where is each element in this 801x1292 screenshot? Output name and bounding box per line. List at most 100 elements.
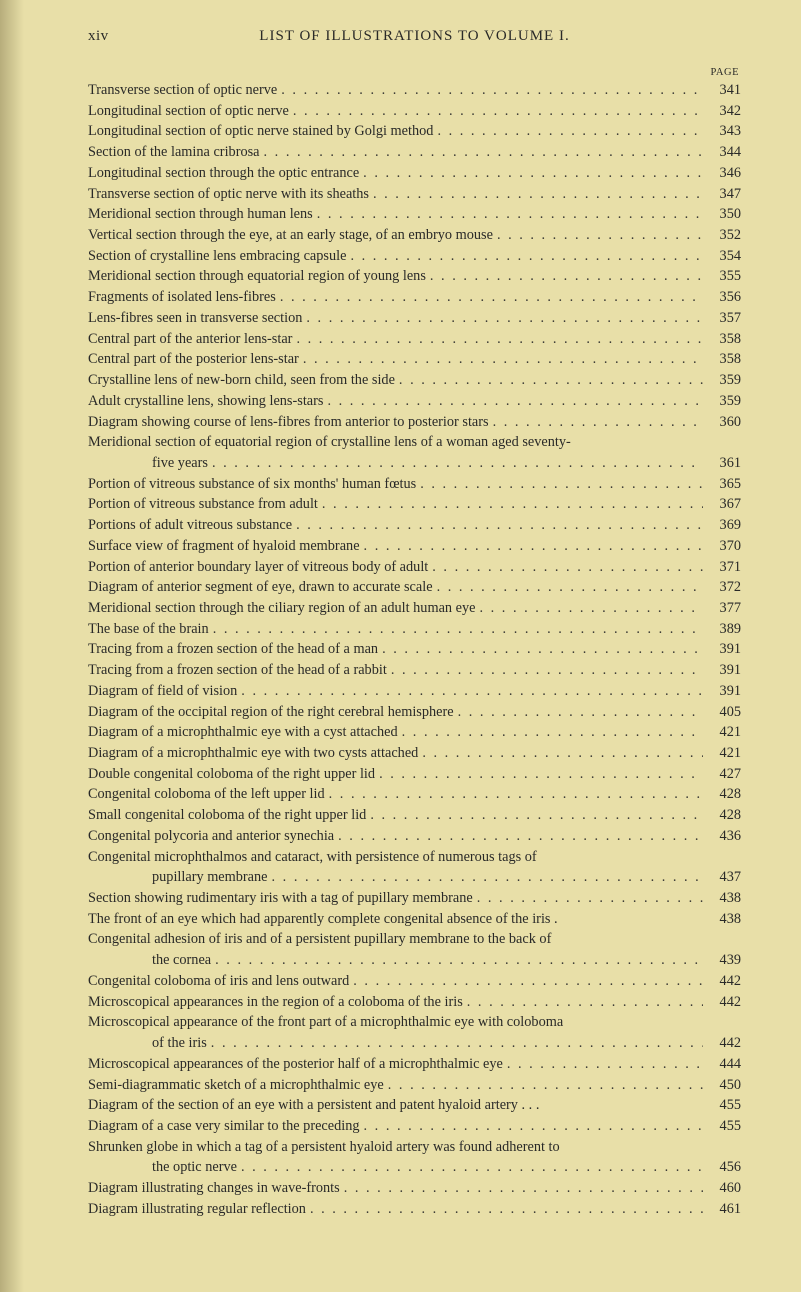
entry-page-number: 438 (707, 909, 741, 930)
toc-entry: Microscopical appearances in the region … (88, 992, 741, 1013)
entry-text: The front of an eye which had apparently… (88, 909, 558, 930)
entry-text: Portion of vitreous substance from adult (88, 494, 318, 515)
toc-entry: Adult crystalline lens, showing lens-sta… (88, 391, 741, 412)
toc-entry: Central part of the anterior lens-star 35… (88, 329, 741, 350)
entry-page-number: 450 (707, 1075, 741, 1096)
toc-entry: Diagram showing course of lens-fibres fr… (88, 412, 741, 433)
entry-text: five years (88, 453, 208, 474)
entry-page-number: 358 (707, 329, 741, 350)
entry-page-number: 344 (707, 142, 741, 163)
entry-text: Portion of anterior boundary layer of vi… (88, 557, 428, 578)
entry-page-number: 355 (707, 266, 741, 287)
toc-entry: Congenital polycoria and anterior synech… (88, 826, 741, 847)
entry-text: pupillary membrane (88, 867, 268, 888)
entry-text: Double congenital coloboma of the right … (88, 764, 375, 785)
dot-leader (213, 619, 703, 640)
dot-leader (402, 722, 703, 743)
entry-page-number: 437 (707, 867, 741, 888)
dot-leader (467, 992, 703, 1013)
entry-text: Meridional section through human lens (88, 204, 313, 225)
entry-text: Portions of adult vitreous substance (88, 515, 292, 536)
dot-leader (373, 184, 703, 205)
entry-page-number: 442 (707, 971, 741, 992)
dot-leader (215, 950, 703, 971)
entry-page-number: 367 (707, 494, 741, 515)
dot-leader (280, 287, 703, 308)
dot-leader (353, 971, 703, 992)
dot-leader (293, 101, 703, 122)
dot-leader (432, 557, 703, 578)
entry-page-number: 421 (707, 743, 741, 764)
entry-page-number: 357 (707, 308, 741, 329)
entry-page-number: 359 (707, 391, 741, 412)
entry-text: Diagram of the section of an eye with a … (88, 1095, 539, 1116)
dot-leader (364, 1116, 703, 1137)
page-container: xiv LIST OF ILLUSTRATIONS TO VOLUME I. P… (0, 0, 801, 1260)
entry-text: Diagram of a microphthalmic eye with a c… (88, 722, 398, 743)
dot-leader (391, 660, 703, 681)
dot-leader (422, 743, 703, 764)
entry-page-number: 389 (707, 619, 741, 640)
entry-text: Diagram of a microphthalmic eye with two… (88, 743, 418, 764)
entry-text: Congenital polycoria and anterior synech… (88, 826, 334, 847)
dot-leader (430, 266, 703, 287)
dot-leader (399, 370, 703, 391)
entry-text: Tracing from a frozen section of the hea… (88, 639, 378, 660)
entry-text: Longitudinal section of optic nerve stai… (88, 121, 433, 142)
toc-entry: Meridional section through human lens350 (88, 204, 741, 225)
toc-entry: Diagram of a microphthalmic eye with a c… (88, 722, 741, 743)
toc-entry: Double congenital coloboma of the right … (88, 764, 741, 785)
entry-page-number: 460 (707, 1178, 741, 1199)
toc-entry: the optic nerve456 (88, 1157, 741, 1178)
table-of-contents: Transverse section of optic nerve341Long… (88, 80, 741, 1220)
entry-text: Small congenital coloboma of the right u… (88, 805, 366, 826)
toc-entry: Diagram of the section of an eye with a … (88, 1095, 741, 1116)
dot-leader (322, 494, 703, 515)
entry-page-number: 343 (707, 121, 741, 142)
entry-page-number: 438 (707, 888, 741, 909)
dot-leader (211, 1033, 703, 1054)
entry-page-number: 342 (707, 101, 741, 122)
dot-leader (338, 826, 703, 847)
dot-leader (507, 1054, 703, 1075)
entry-text: Adult crystalline lens, showing lens-sta… (88, 391, 323, 412)
entry-text: Diagram illustrating regular reflection (88, 1199, 306, 1220)
toc-entry: The base of the brain389 (88, 619, 741, 640)
entry-text: Lens-fibres seen in transverse section (88, 308, 302, 329)
entry-page-number: 442 (707, 1033, 741, 1054)
toc-entry: Shrunken globe in which a tag of a persi… (88, 1137, 741, 1158)
entry-page-number: 391 (707, 639, 741, 660)
toc-entry: Congenital coloboma of iris and lens out… (88, 971, 741, 992)
toc-entry: Section showing rudimentary iris with a … (88, 888, 741, 909)
entry-text: Diagram of field of vision (88, 681, 237, 702)
toc-entry: Meridional section through the ciliary r… (88, 598, 741, 619)
dot-leader (379, 764, 703, 785)
toc-entry: Diagram of a microphthalmic eye with two… (88, 743, 741, 764)
toc-entry: Section of the lamina cribrosa344 (88, 142, 741, 163)
entry-page-number: 370 (707, 536, 741, 557)
entry-text: Fragments of isolated lens-fibres (88, 287, 276, 308)
toc-entry: Congenital coloboma of the left upper li… (88, 784, 741, 805)
entry-page-number: 346 (707, 163, 741, 184)
toc-entry: Congenital adhesion of iris and of a per… (88, 929, 741, 950)
dot-leader (420, 474, 703, 495)
toc-entry: Transverse section of optic nerve with i… (88, 184, 741, 205)
entry-text: Central part of the anterior lens-star (88, 329, 292, 350)
dot-leader (310, 1199, 703, 1220)
toc-entry: Fragments of isolated lens-fibres356 (88, 287, 741, 308)
entry-page-number: 371 (707, 557, 741, 578)
entry-text: Section showing rudimentary iris with a … (88, 888, 473, 909)
entry-text: Congenital coloboma of the left upper li… (88, 784, 325, 805)
toc-entry: Small congenital coloboma of the right u… (88, 805, 741, 826)
toc-entry: five years361 (88, 453, 741, 474)
entry-page-number: 444 (707, 1054, 741, 1075)
dot-leader (497, 225, 703, 246)
entry-page-number: 365 (707, 474, 741, 495)
dot-leader (317, 204, 703, 225)
entry-page-number: 341 (707, 80, 741, 101)
dot-leader (296, 515, 703, 536)
toc-entry: Microscopical appearance of the front pa… (88, 1012, 741, 1033)
entry-page-number: 360 (707, 412, 741, 433)
toc-entry: Diagram illustrating changes in wave-fro… (88, 1178, 741, 1199)
entry-page-number: 405 (707, 702, 741, 723)
